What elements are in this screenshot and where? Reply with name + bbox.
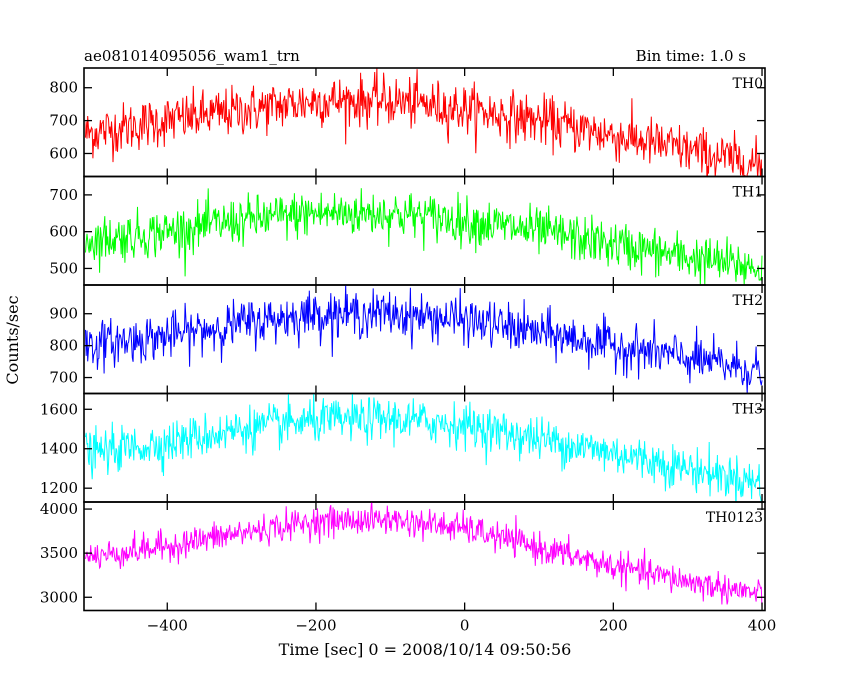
y-tick-label: 500 [49,259,78,277]
series-line-th0123 [85,502,763,608]
panel-label-th2: TH2 [733,293,763,309]
y-tick-label: 800 [49,337,78,355]
panel-th3: 1200 1400 1600 TH3 [40,392,766,503]
y-tick-label: 3500 [40,544,78,562]
y-tick-label: 900 [49,305,78,323]
panel-th0: 600 700 800 TH0 [49,67,766,178]
series-line-th0 [85,68,763,177]
y-tick-label: 3000 [40,588,78,606]
x-tick-label: 200 [599,617,628,635]
x-tick-label: 0 [460,617,470,635]
x-axis-label: Time [sec] 0 = 2008/10/14 09:50:56 [279,640,572,659]
panel-frame [83,67,766,178]
x-tick-label: 400 [748,617,777,635]
panel-label-th1: TH1 [733,185,763,201]
panels-group: 600 700 800 TH0 500 600 700 TH1 700 800 900 TH2 1200… [40,67,766,612]
y-tick-label: 1400 [40,440,78,458]
panel-label-th0: TH0 [733,76,763,92]
y-tick-label: 800 [49,79,78,97]
panel-th2: 700 800 900 TH2 [49,284,766,395]
chart-title: ae081014095056_wam1_trn [84,47,300,65]
series-line-th1 [85,188,763,285]
panel-frame [83,284,766,395]
y-tick-label: 600 [49,144,78,162]
y-tick-label: 700 [49,369,78,387]
bin-time-label: Bin time: 1.0 s [636,47,746,65]
x-axis: −400 −200 0 200 400 [147,617,777,635]
y-tick-label: 4000 [40,500,78,518]
panel-th0123: 3000 3500 4000 TH0123 [40,500,766,612]
x-tick-label: −200 [295,617,336,635]
y-tick-label: 1600 [40,400,78,418]
y-axis-label: Counts/sec [3,295,22,384]
panel-th1: 500 600 700 TH1 [49,175,766,286]
x-tick-label: −400 [147,617,188,635]
y-tick-label: 1200 [40,479,78,497]
panel-label-th0123: TH0123 [706,510,763,526]
y-tick-label: 700 [49,186,78,204]
panel-frame [83,501,766,612]
y-tick-label: 700 [49,112,78,130]
panel-label-th3: TH3 [733,402,763,418]
series-line-th3 [85,393,763,502]
y-tick-label: 600 [49,223,78,241]
series-line-th2 [85,285,763,394]
